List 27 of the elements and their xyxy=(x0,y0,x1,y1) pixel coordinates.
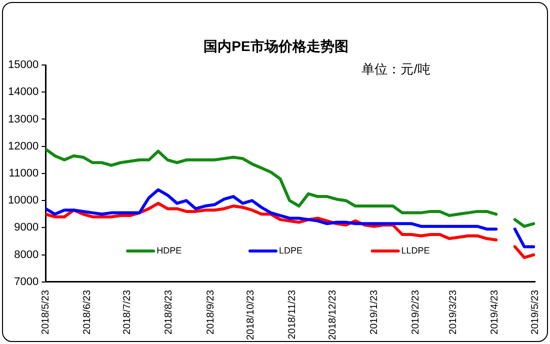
x-tick-label: 2018/9/23 xyxy=(205,290,216,334)
y-tick-label: 7000 xyxy=(14,276,39,288)
legend-label: LLDPE xyxy=(401,245,430,256)
y-tick-label: 8000 xyxy=(14,248,39,261)
y-tick-label: 13000 xyxy=(8,113,39,126)
x-tick-label: 2018/12/23 xyxy=(327,290,338,340)
legend-label: LDPE xyxy=(278,245,302,256)
x-tick-label: 2018/10/23 xyxy=(245,290,256,340)
y-tick-label: 15000 xyxy=(8,59,39,72)
x-tick-label: 2018/11/23 xyxy=(287,290,298,340)
x-tick-label: 2019/5/23 xyxy=(530,290,541,334)
y-tick-label: 12000 xyxy=(8,140,39,152)
x-tick-label: 2018/7/23 xyxy=(122,290,134,334)
x-tick-label: 2019/4/23 xyxy=(490,290,501,334)
x-tick-label: 2019/3/23 xyxy=(448,290,459,334)
y-tick-label: 10000 xyxy=(8,194,39,207)
legend-label: HDPE xyxy=(156,245,182,256)
x-tick-label: 2018/6/23 xyxy=(82,290,93,334)
y-tick-label: 11000 xyxy=(8,168,39,180)
x-tick-label: 2019/1/23 xyxy=(368,290,380,334)
chart-subtitle: 单位：元/吨 xyxy=(362,62,430,77)
x-tick-label: 2019/2/23 xyxy=(410,290,422,334)
y-tick-label: 14000 xyxy=(8,86,39,98)
x-tick-label: 2018/5/23 xyxy=(40,290,52,334)
x-tick-label: 2018/8/23 xyxy=(164,290,175,334)
chart-title: 国内PE市场价格走势图 xyxy=(204,38,348,54)
y-tick-label: 9000 xyxy=(14,222,39,234)
